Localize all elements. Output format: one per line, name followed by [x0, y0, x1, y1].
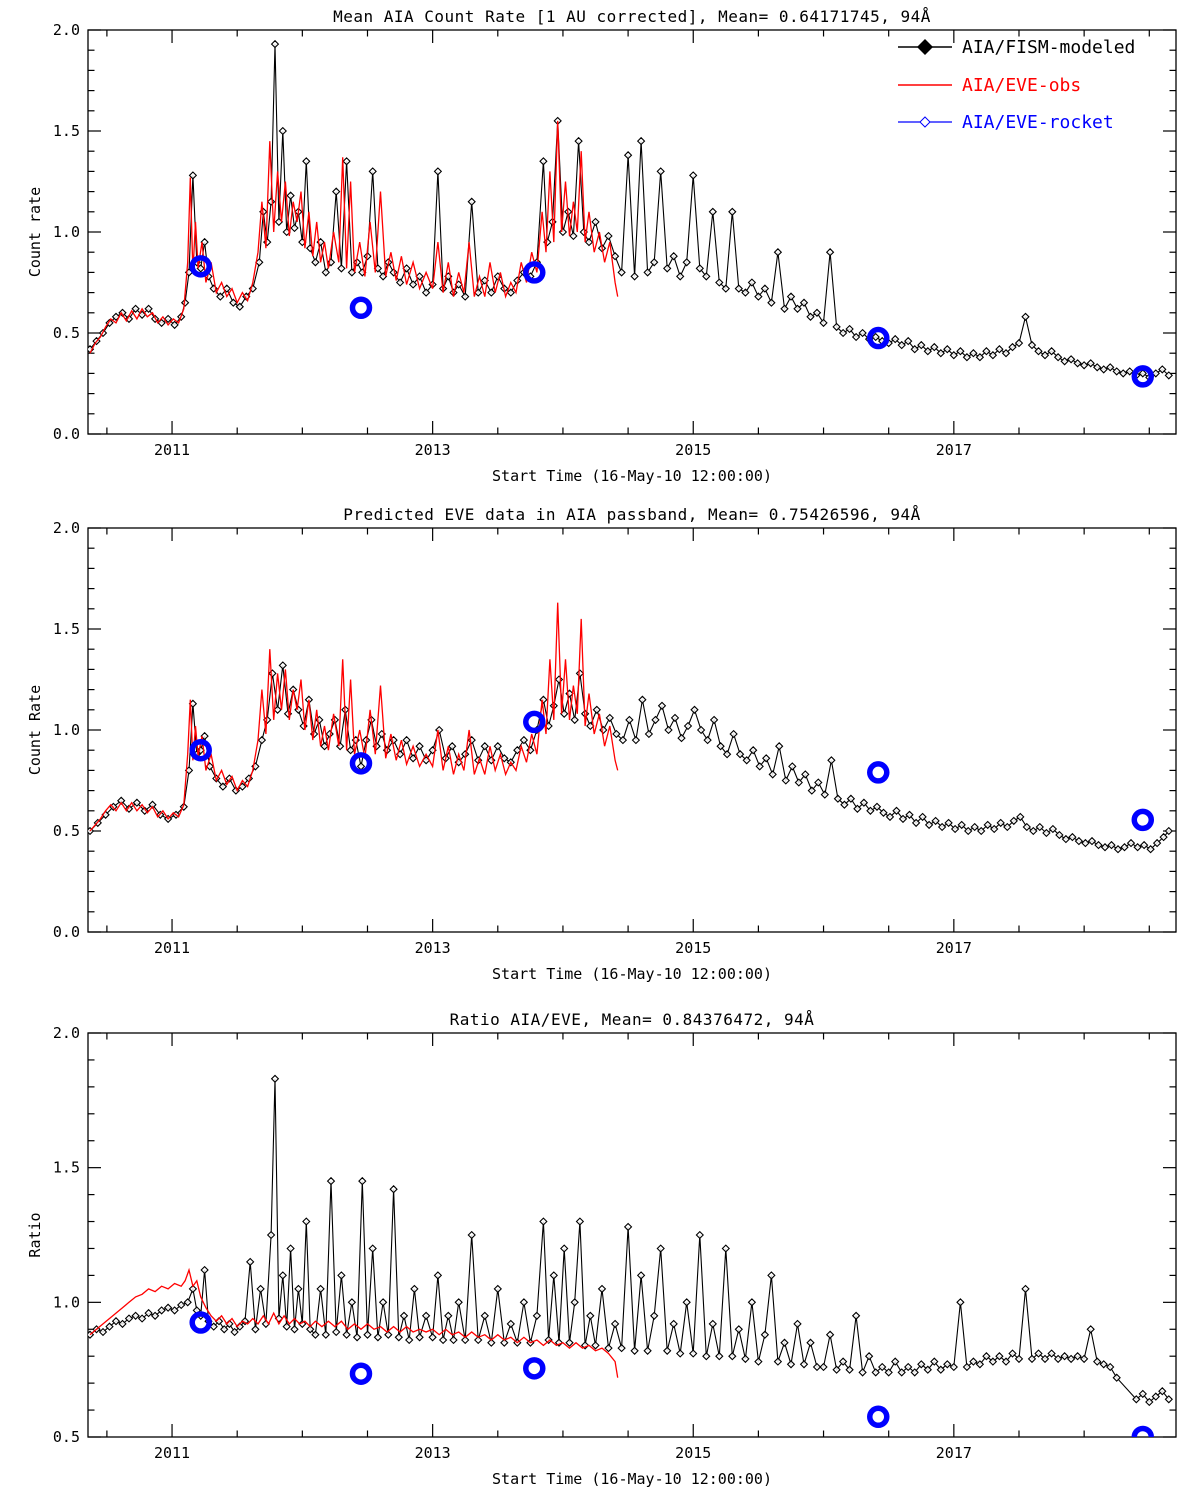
series-AIA/EVE-obs: [89, 120, 619, 354]
series-AIA/EVE-rocket: [189, 255, 1155, 388]
axes: [87, 29, 1177, 435]
open-diamond-icon: [919, 116, 931, 128]
panel2-title: Predicted EVE data in AIA passband, Mean…: [343, 505, 921, 524]
tick-labels: 2011 2013 2015 2017 0.0 0.5 1.0 1.5 2.0: [53, 519, 972, 957]
legend-item-eve-rocket: AIA/EVE-rocket: [898, 112, 1114, 133]
svg-text:2017: 2017: [936, 939, 972, 957]
svg-text:2017: 2017: [936, 441, 972, 459]
svg-text:1.5: 1.5: [53, 620, 80, 638]
tick-labels: 2011 2013 2015 2017 0.0 0.5 1.0 1.5 2.0: [53, 21, 972, 459]
svg-text:2013: 2013: [415, 939, 451, 957]
svg-text:2011: 2011: [154, 939, 190, 957]
axes: [87, 1032, 1177, 1438]
panel1-ylabel: Count rate: [26, 187, 44, 277]
svg-text:2011: 2011: [154, 441, 190, 459]
svg-text:0.5: 0.5: [53, 1428, 80, 1446]
series-AIA/EVE-rocket: [189, 710, 1155, 832]
svg-text:2015: 2015: [675, 939, 711, 957]
svg-text:0.5: 0.5: [53, 822, 80, 840]
panel1-title: Mean AIA Count Rate [1 AU corrected], Me…: [333, 7, 931, 26]
svg-text:2015: 2015: [675, 441, 711, 459]
series-AIA/EVE-rocket: [189, 1311, 1155, 1437]
legend-label-fism: AIA/FISM-modeled: [962, 37, 1135, 58]
panel3-plot-area: 2011 2013 2015 2017 0.5 1.0 1.5 2.0: [53, 1024, 1177, 1462]
svg-text:0.0: 0.0: [53, 923, 80, 941]
svg-text:2017: 2017: [936, 1444, 972, 1462]
panel2-plot-area: 2011 2013 2015 2017 0.0 0.5 1.0 1.5 2.0: [53, 519, 1177, 957]
series-AIA/EVE-obs: [89, 602, 619, 832]
svg-text:2011: 2011: [154, 1444, 190, 1462]
svg-text:1.5: 1.5: [53, 1159, 80, 1177]
panel3-xlabel: Start Time (16-May-10 12:00:00): [492, 1470, 772, 1488]
legend-item-eve-obs: AIA/EVE-obs: [898, 75, 1081, 96]
panel1-xlabel: Start Time (16-May-10 12:00:00): [492, 467, 772, 485]
series-AIA/FISM-modeled: [88, 661, 1173, 854]
svg-text:1.5: 1.5: [53, 122, 80, 140]
svg-text:2015: 2015: [675, 1444, 711, 1462]
series-AIA/FISM-modeled: [88, 1074, 1173, 1407]
svg-text:2013: 2013: [415, 1444, 451, 1462]
svg-text:2.0: 2.0: [53, 21, 80, 39]
panel2-ylabel: Count Rate: [26, 685, 44, 775]
panel2-xlabel: Start Time (16-May-10 12:00:00): [492, 965, 772, 983]
svg-text:0.5: 0.5: [53, 324, 80, 342]
svg-text:1.0: 1.0: [53, 1293, 80, 1311]
tick-labels: 2011 2013 2015 2017 0.5 1.0 1.5 2.0: [53, 1024, 972, 1462]
panel3-ylabel: Ratio: [26, 1212, 44, 1257]
svg-text:2.0: 2.0: [53, 1024, 80, 1042]
svg-text:2013: 2013: [415, 441, 451, 459]
legend-label-eve-rocket: AIA/EVE-rocket: [962, 112, 1114, 133]
svg-text:0.0: 0.0: [53, 425, 80, 443]
legend-item-fism: AIA/FISM-modeled: [898, 37, 1135, 58]
panel3-title: Ratio AIA/EVE, Mean= 0.84376472, 94Å: [450, 1010, 815, 1029]
svg-text:1.0: 1.0: [53, 721, 80, 739]
legend: AIA/FISM-modeled AIA/EVE-obs AIA/EVE-roc…: [898, 37, 1135, 133]
legend-label-eve-obs: AIA/EVE-obs: [962, 75, 1081, 96]
series-AIA/EVE-obs: [89, 1267, 619, 1378]
panel1-plot-area: 2011 2013 2015 2017 0.0 0.5 1.0 1.5 2.0: [53, 21, 1177, 459]
svg-text:1.0: 1.0: [53, 223, 80, 241]
filled-diamond-icon: [917, 39, 933, 55]
svg-text:2.0: 2.0: [53, 519, 80, 537]
axes: [87, 527, 1177, 933]
